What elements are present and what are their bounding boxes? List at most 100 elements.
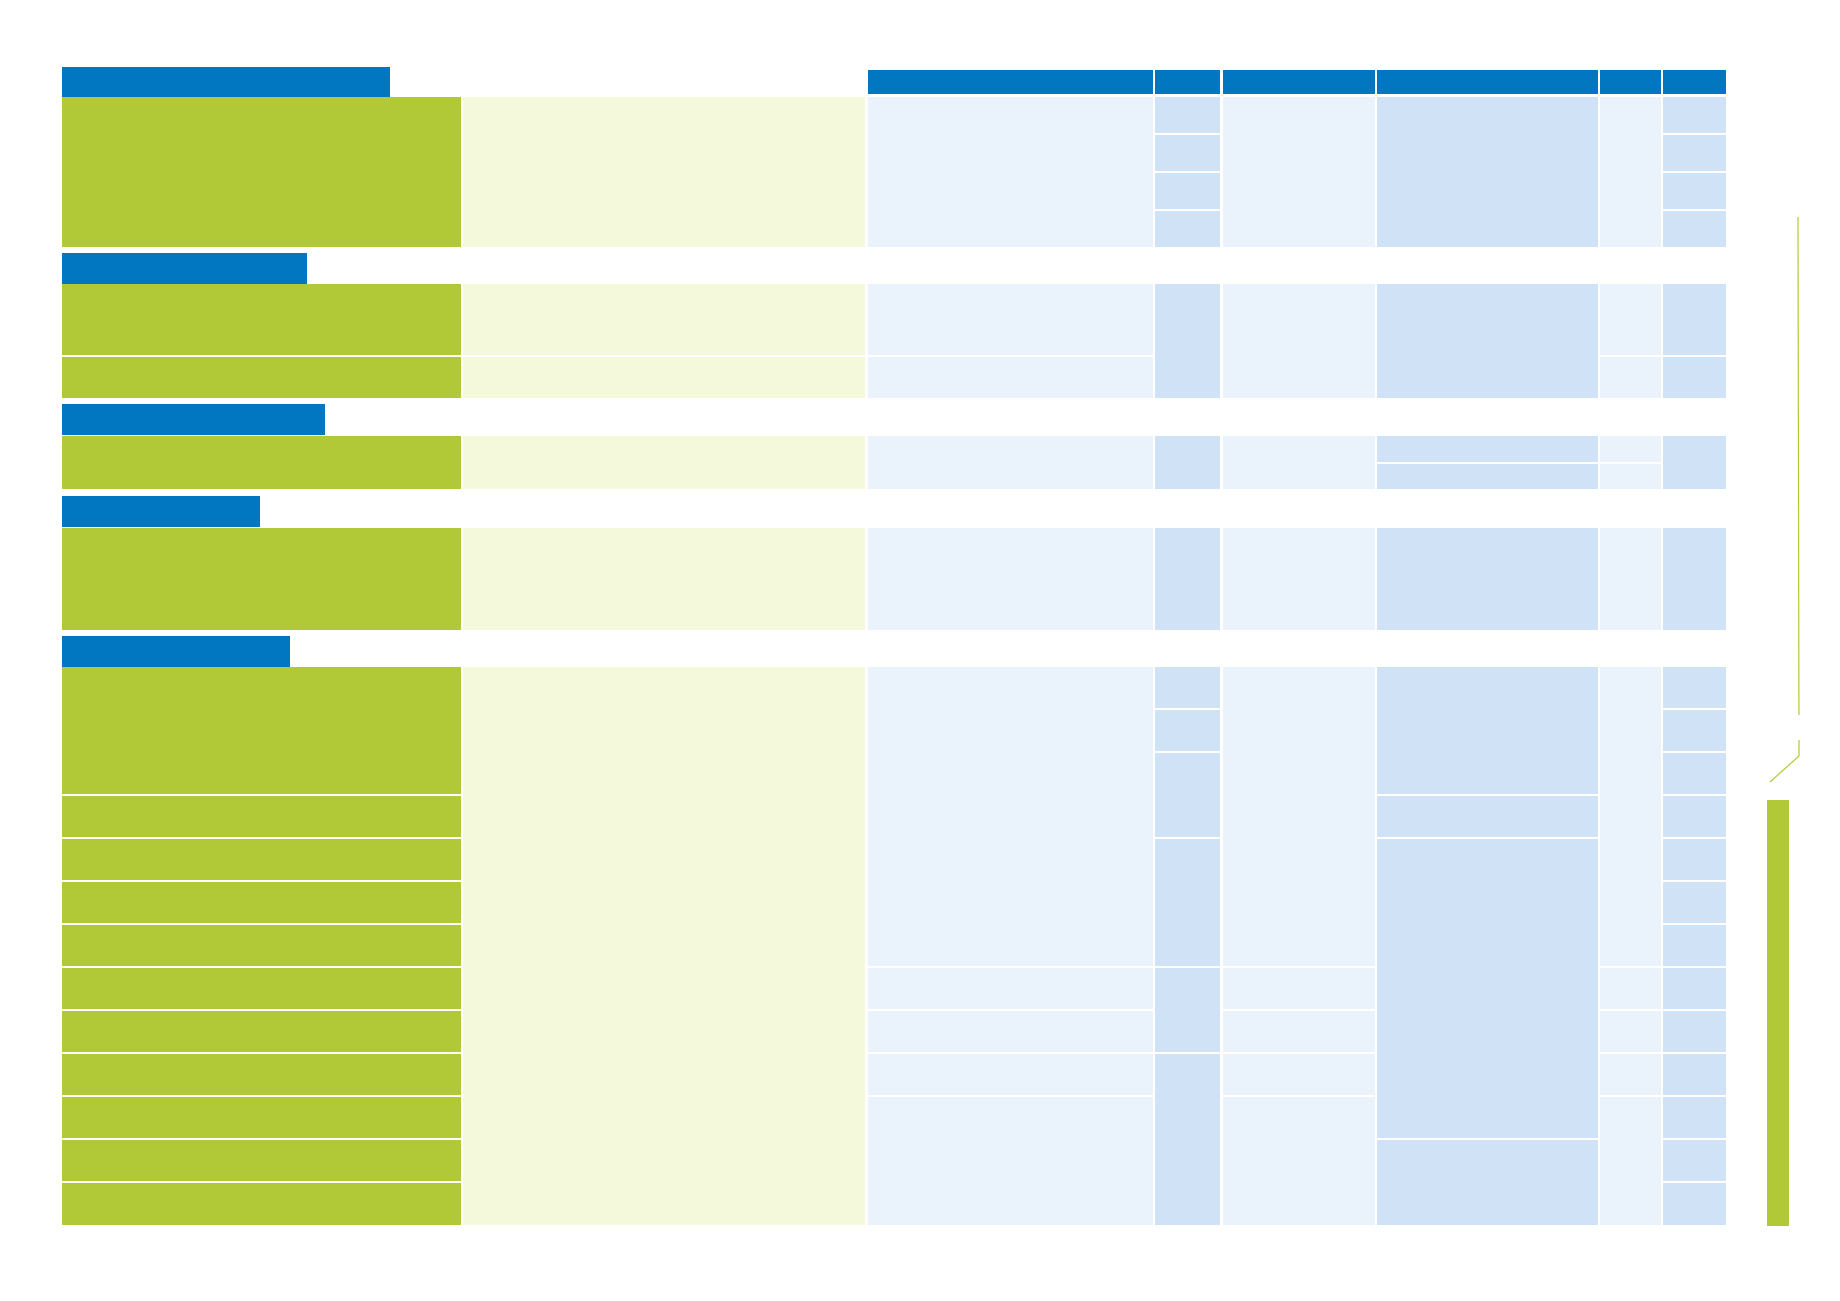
table-cell-c3-r9 — [868, 1054, 1153, 1095]
table-cell-c4-r6 — [1155, 436, 1220, 489]
table-cell-c3-r3 — [868, 357, 1153, 398]
table-cell-c7-r2 — [1600, 284, 1661, 355]
table-cell-c3-r10 — [868, 1097, 1153, 1225]
table-cell-c6-r2 — [1377, 284, 1598, 398]
section-tab-3 — [62, 404, 325, 435]
table-cell-c4-r13 — [1155, 1054, 1220, 1225]
table-cell-c8-r1 — [1663, 97, 1726, 133]
table-cell-c5-r3 — [1223, 436, 1375, 489]
table-cell-c8-r11 — [1663, 753, 1726, 794]
table-cell-c8-r4 — [1663, 211, 1726, 247]
side-bracket-line-lower — [1769, 740, 1800, 783]
table-cell-c1-r5 — [62, 528, 461, 630]
table-cell-c7-r11 — [1600, 1097, 1661, 1225]
table-cell-c1-r14 — [62, 1097, 461, 1138]
section-tab-5 — [62, 636, 290, 667]
table-cell-c8-r10 — [1663, 710, 1726, 751]
table-cell-c8-r16 — [1663, 968, 1726, 1009]
table-cell-c8-r12 — [1663, 796, 1726, 837]
table-cell-c7-r8 — [1600, 968, 1661, 1009]
table-cell-c1-r2 — [62, 284, 461, 355]
table-cell-c8-r19 — [1663, 1097, 1726, 1138]
table-cell-c8-r7 — [1663, 436, 1726, 489]
table-cell-c8-r3 — [1663, 173, 1726, 209]
table-cell-c1-r13 — [62, 1054, 461, 1095]
table-cell-c3-r1 — [868, 97, 1153, 247]
table-cell-c2-r5 — [463, 528, 865, 630]
table-cell-c4-r7 — [1155, 528, 1220, 630]
table-cell-c6-r6 — [1377, 667, 1598, 794]
table-cell-c7-r6 — [1600, 528, 1661, 630]
table-cell-c7-r1 — [1600, 97, 1661, 247]
table-cell-c3-r6 — [868, 667, 1153, 966]
table-cell-c8-r2 — [1663, 135, 1726, 171]
table-cell-c8-r6 — [1663, 357, 1726, 398]
header-column-6 — [1663, 70, 1726, 94]
table-cell-c2-r2 — [463, 284, 865, 355]
header-column-5 — [1600, 70, 1661, 94]
table-cell-c2-r6 — [463, 667, 865, 1225]
table-cell-c6-r7 — [1377, 796, 1598, 837]
table-cell-c6-r9 — [1377, 1140, 1598, 1225]
table-cell-c7-r9 — [1600, 1011, 1661, 1052]
table-cell-c4-r2 — [1155, 135, 1220, 171]
table-cell-c2-r4 — [463, 436, 865, 489]
table-cell-c1-r3 — [62, 357, 461, 398]
table-cell-c4-r9 — [1155, 710, 1220, 751]
table-cell-c6-r1 — [1377, 97, 1598, 247]
table-cell-c1-r11 — [62, 968, 461, 1009]
table-cell-c4-r11 — [1155, 839, 1220, 966]
table-cell-c4-r4 — [1155, 211, 1220, 247]
table-cell-c6-r3 — [1377, 436, 1598, 462]
table-cell-c1-r9 — [62, 882, 461, 923]
table-cell-c1-r15 — [62, 1140, 461, 1181]
header-column-3 — [1223, 70, 1375, 94]
table-cell-c1-r16 — [62, 1183, 461, 1225]
table-cell-c1-r4 — [62, 436, 461, 489]
table-cell-c5-r8 — [1223, 1054, 1375, 1095]
table-cell-c5-r7 — [1223, 1011, 1375, 1052]
table-cell-c6-r4 — [1377, 464, 1598, 489]
table-cell-c6-r8 — [1377, 839, 1598, 1138]
table-cell-c4-r10 — [1155, 753, 1220, 837]
table-cell-c8-r21 — [1663, 1183, 1726, 1225]
table-cell-c5-r6 — [1223, 968, 1375, 1009]
table-cell-c5-r5 — [1223, 667, 1375, 966]
table-cell-c7-r3 — [1600, 357, 1661, 398]
header-column-2 — [1155, 70, 1220, 94]
table-cell-c6-r5 — [1377, 528, 1598, 630]
table-cell-c3-r2 — [868, 284, 1153, 355]
table-cell-c1-r10 — [62, 925, 461, 966]
table-cell-c8-r8 — [1663, 528, 1726, 630]
table-cell-c7-r4 — [1600, 436, 1661, 462]
header-column-4 — [1377, 70, 1598, 94]
table-cell-c3-r4 — [868, 436, 1153, 489]
section-tab-4 — [62, 496, 260, 527]
table-cell-c4-r8 — [1155, 667, 1220, 708]
table-cell-c8-r5 — [1663, 284, 1726, 355]
section-tab-1 — [62, 67, 390, 98]
table-cell-c8-r9 — [1663, 667, 1726, 708]
table-cell-c4-r12 — [1155, 968, 1220, 1052]
table-cell-c5-r9 — [1223, 1097, 1375, 1225]
table-cell-c8-r18 — [1663, 1054, 1726, 1095]
table-cell-c8-r17 — [1663, 1011, 1726, 1052]
table-cell-c4-r3 — [1155, 173, 1220, 209]
table-cell-c1-r8 — [62, 839, 461, 880]
side-bracket-line — [1797, 216, 1800, 715]
table-cell-c7-r5 — [1600, 464, 1661, 489]
table-cell-c3-r5 — [868, 528, 1153, 630]
table-cell-c1-r1 — [62, 97, 461, 247]
table-cell-c3-r8 — [868, 1011, 1153, 1052]
table-cell-c3-r7 — [868, 968, 1153, 1009]
header-column-1 — [868, 70, 1153, 94]
table-cell-c8-r14 — [1663, 882, 1726, 923]
table-cell-c5-r4 — [1223, 528, 1375, 630]
table-cell-c7-r7 — [1600, 667, 1661, 966]
table-cell-c4-r5 — [1155, 284, 1220, 398]
table-cell-c5-r2 — [1223, 284, 1375, 398]
table-cell-c8-r20 — [1663, 1140, 1726, 1181]
table-cell-c2-r1 — [463, 97, 865, 247]
section-tab-2 — [62, 253, 307, 284]
table-cell-c1-r6 — [62, 667, 461, 794]
